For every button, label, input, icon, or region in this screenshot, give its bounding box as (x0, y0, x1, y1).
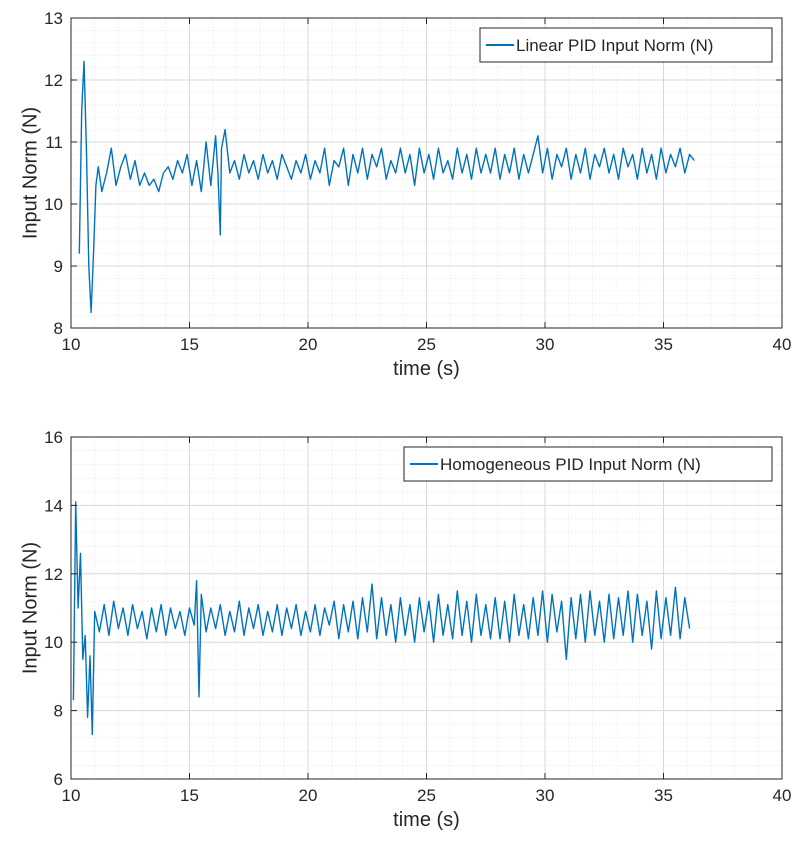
y-tick-label: 8 (54, 702, 63, 721)
x-tick-label: 10 (62, 335, 81, 354)
x-tick-label: 10 (62, 786, 81, 805)
series-layer (72, 501, 691, 736)
x-tick-label: 40 (773, 335, 792, 354)
x-tick-label: 25 (417, 786, 436, 805)
y-tick-label: 14 (44, 496, 63, 515)
series-line (72, 501, 691, 736)
y-tick-label: 8 (54, 319, 63, 338)
legend-label: Linear PID Input Norm (N) (516, 36, 713, 55)
y-tick-label: 10 (44, 633, 63, 652)
y-tick-label: 10 (44, 195, 63, 214)
x-tick-label: 25 (417, 335, 436, 354)
legend-label: Homogeneous PID Input Norm (N) (440, 455, 701, 474)
y-tick-label: 6 (54, 770, 63, 789)
legend-box (479, 27, 773, 63)
x-tick-label: 20 (299, 786, 318, 805)
x-tick-label: 20 (299, 335, 318, 354)
chart-homogeneous-pid: 10 15 20 25 30 35 40 6 8 10 12 14 16 time (s) Input … (19, 428, 791, 831)
y-tick-label: 12 (44, 71, 63, 90)
x-tick-label: 15 (180, 786, 199, 805)
legend: Linear PID Input Norm (N) (479, 27, 773, 63)
x-axis-label: time (s) (393, 809, 460, 831)
chart-linear-pid: 10 15 20 25 30 35 40 8 9 10 11 12 13 time (s) Input … (19, 9, 791, 380)
x-tick-label: 30 (536, 335, 555, 354)
legend: Homogeneous PID Input Norm (N) (403, 446, 773, 482)
y-axis-label: Input Norm (N) (19, 107, 41, 239)
y-tick-label: 12 (44, 565, 63, 584)
x-tick-label: 35 (654, 335, 673, 354)
y-tick-label: 9 (54, 257, 63, 276)
x-tick-label: 15 (180, 335, 199, 354)
series-line (78, 60, 695, 314)
series-layer (78, 60, 695, 314)
ticks: 10 15 20 25 30 35 40 8 9 10 11 12 13 (44, 9, 791, 354)
x-tick-label: 30 (536, 786, 555, 805)
y-tick-label: 13 (44, 9, 63, 28)
y-tick-label: 16 (44, 428, 63, 447)
ticks: 10 15 20 25 30 35 40 6 8 10 12 14 16 (44, 428, 791, 805)
y-axis-label: Input Norm (N) (19, 542, 41, 674)
legend-box (403, 446, 773, 482)
y-tick-label: 11 (45, 133, 63, 152)
x-tick-label: 40 (773, 786, 792, 805)
x-axis-label: time (s) (393, 358, 460, 380)
x-tick-label: 35 (654, 786, 673, 805)
